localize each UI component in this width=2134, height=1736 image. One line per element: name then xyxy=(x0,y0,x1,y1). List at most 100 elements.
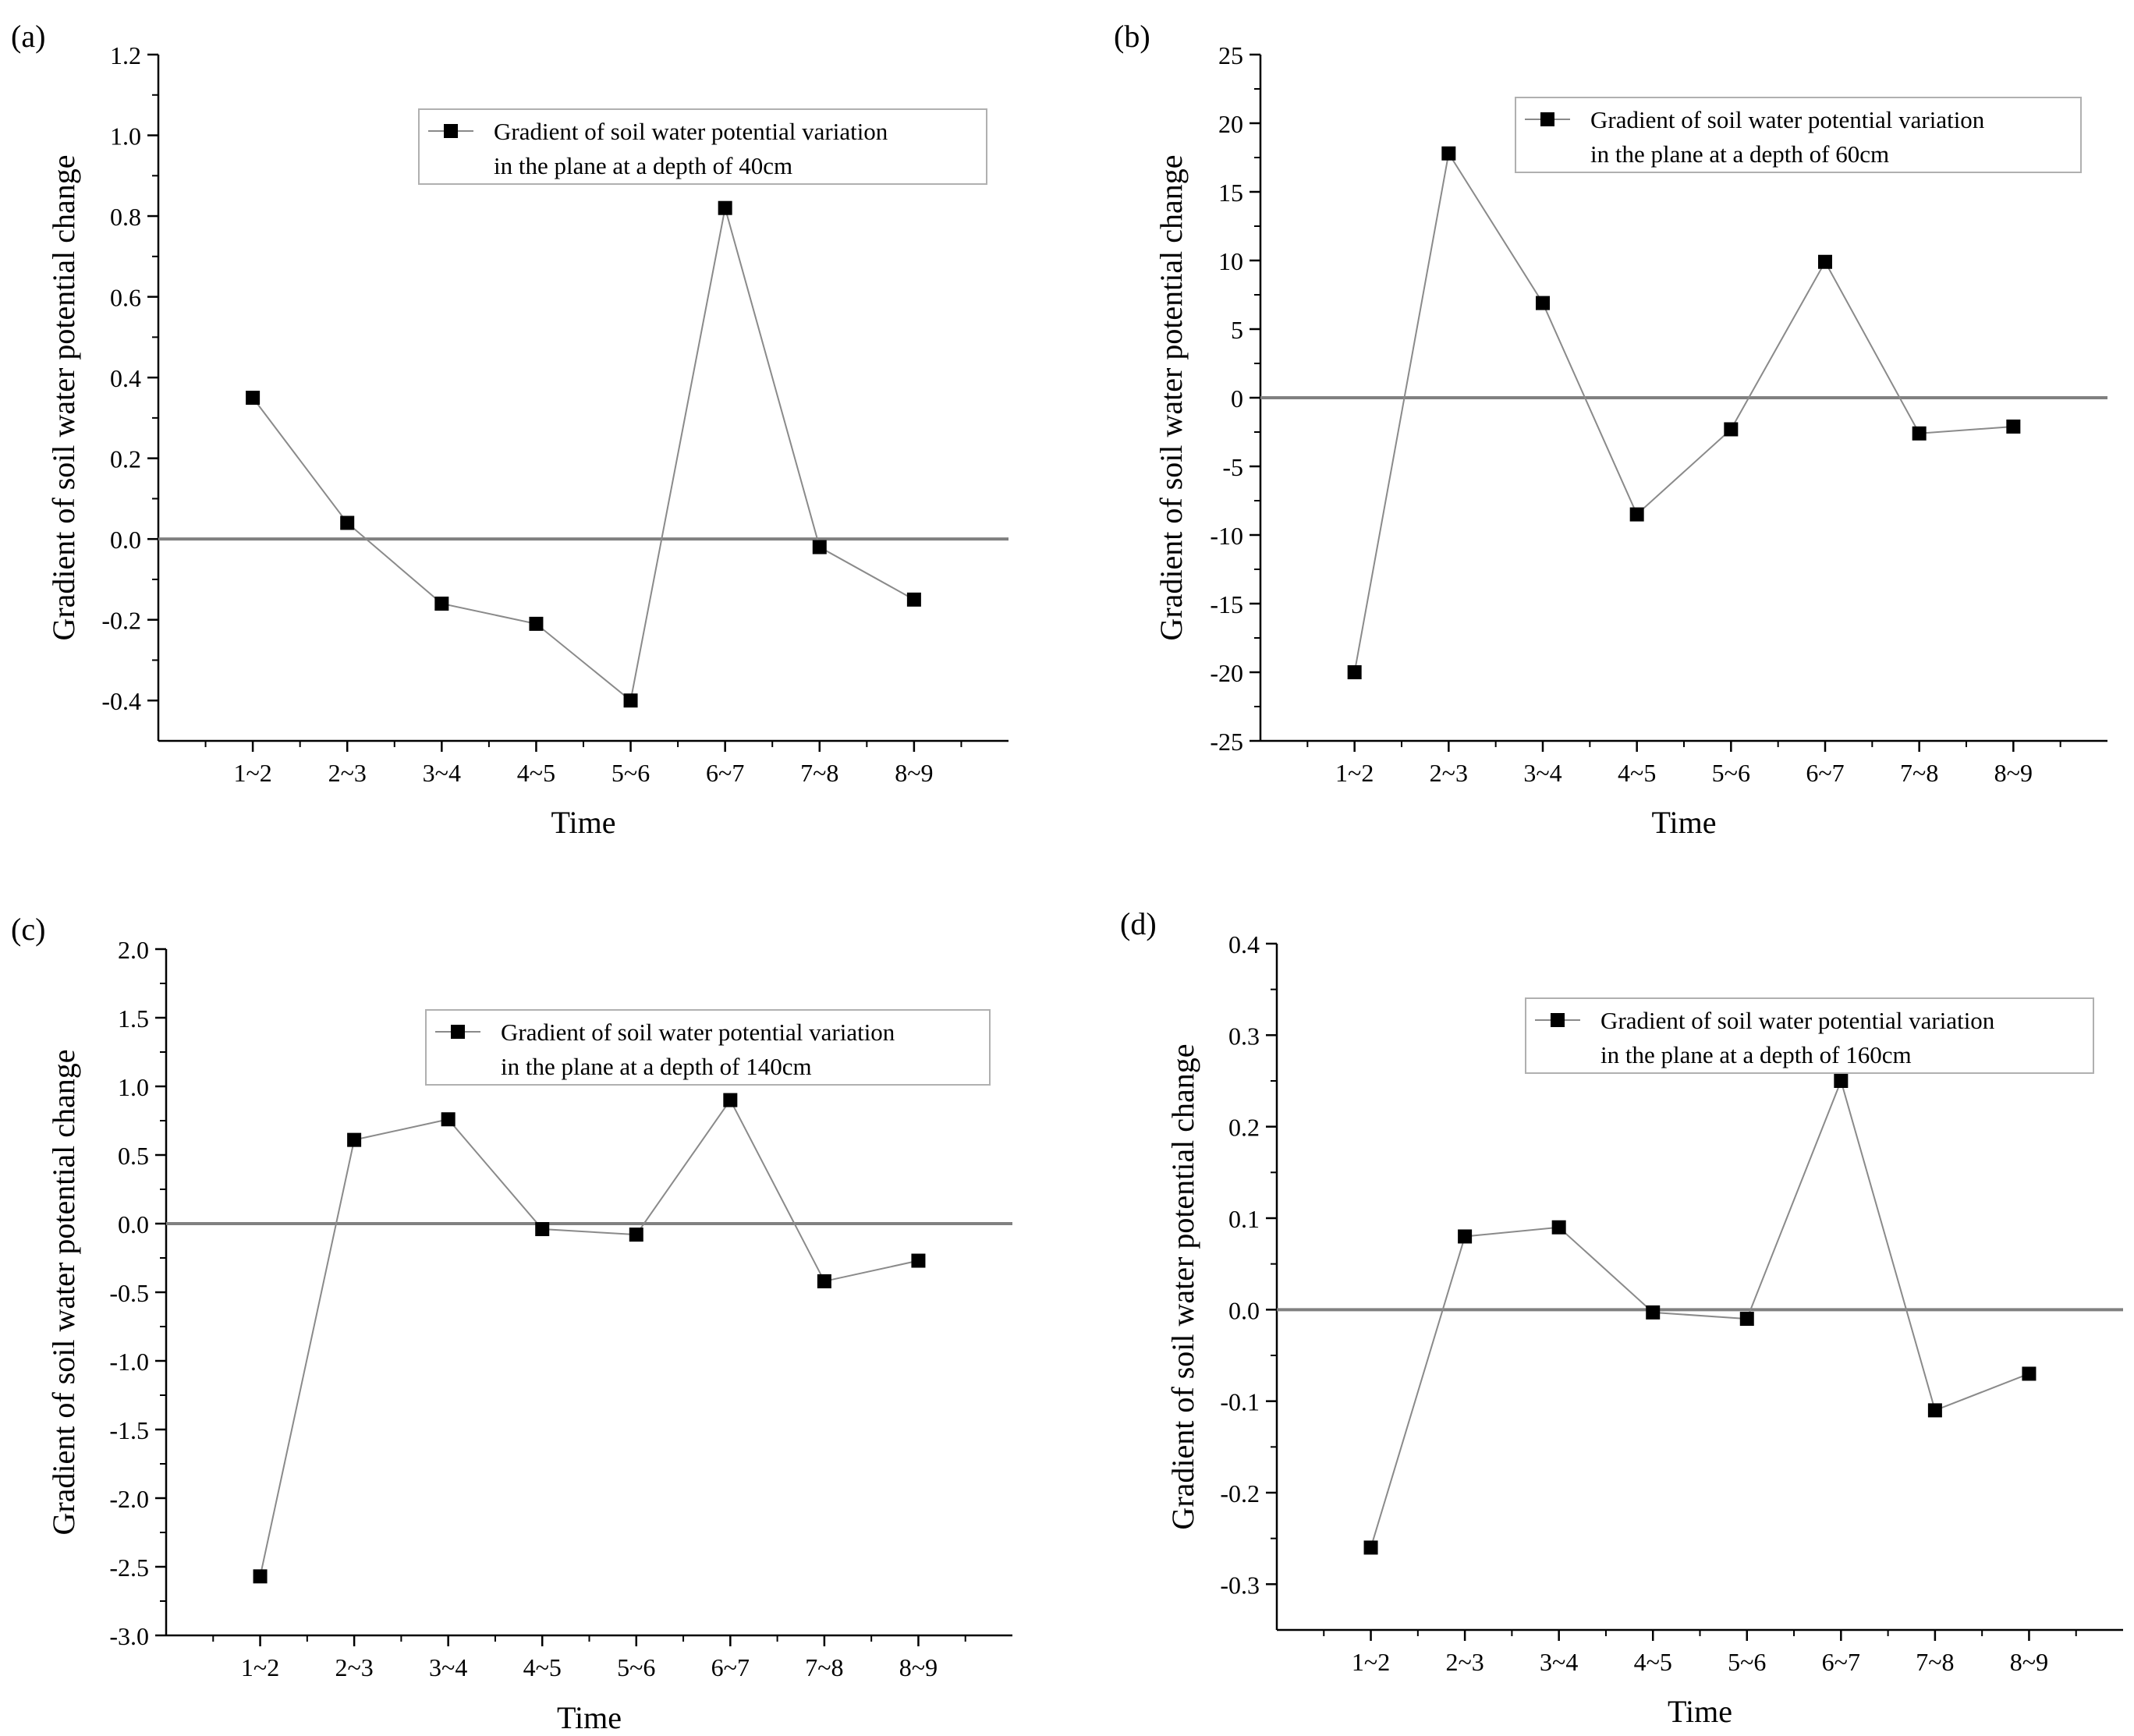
y-tick-label: -2.5 xyxy=(109,1554,149,1582)
legend-box xyxy=(1515,97,2082,173)
data-point-marker xyxy=(723,1093,738,1107)
y-tick-label: -0.5 xyxy=(109,1279,149,1307)
data-point-marker xyxy=(1646,1305,1661,1320)
x-tick-label: 7~8 xyxy=(1916,1648,1954,1676)
chart-panel-c: (c) -3.0 -2.5 -2.0 -1.5 -1.0 -0.5 0.0 0.5 1.0 1.5 2… xyxy=(11,912,1012,1735)
data-point-marker xyxy=(1927,1403,1942,1418)
y-axis-title: Gradient of soil water potential change xyxy=(46,154,81,640)
data-point-marker xyxy=(1739,1312,1754,1327)
data-point-marker xyxy=(812,540,827,554)
x-axis-title: Time xyxy=(1651,805,1716,840)
x-tick-label: 4~5 xyxy=(1618,759,1656,787)
x-tick-label: 8~9 xyxy=(2010,1648,2048,1676)
data-point-marker xyxy=(1551,1220,1566,1235)
x-axis-title: Time xyxy=(1668,1694,1732,1729)
x-tick-label: 3~4 xyxy=(1540,1648,1578,1676)
data-point-marker xyxy=(1629,507,1644,522)
legend: Gradient of soil water potential variati… xyxy=(425,1009,991,1086)
legend: Gradient of soil water potential variati… xyxy=(1525,997,2094,1074)
data-point-marker xyxy=(1363,1540,1378,1555)
y-tick-label: 1.2 xyxy=(110,41,141,69)
x-tick-label: 8~9 xyxy=(895,759,933,787)
y-tick-label: 0.2 xyxy=(110,445,141,473)
chart-panel-b: (b) -25 -20 -15 -10 -5 0 5 10 15 20 25 1~2 2~3 3~4 4~5 5… xyxy=(1114,19,2107,840)
x-tick-label: 4~5 xyxy=(523,1653,562,1681)
legend-box xyxy=(1525,997,2094,1074)
x-tick-label: 7~8 xyxy=(800,759,838,787)
data-point-marker xyxy=(2006,419,2021,434)
y-tick-label: 0.0 xyxy=(118,1210,149,1238)
y-tick-label: 15 xyxy=(1218,179,1243,207)
y-tick-label: -20 xyxy=(1210,659,1243,687)
data-point-marker xyxy=(347,1132,362,1147)
y-tick-label: 2.0 xyxy=(118,936,149,964)
y-tick-label: -3.0 xyxy=(109,1622,149,1650)
x-tick-label: 5~6 xyxy=(611,759,650,787)
y-tick-label: 0.3 xyxy=(1228,1022,1260,1050)
y-tick-label: -1.5 xyxy=(109,1416,149,1444)
data-point-marker xyxy=(1458,1229,1473,1244)
legend-box xyxy=(425,1009,991,1086)
y-tick-label: 1.5 xyxy=(118,1004,149,1033)
data-point-marker xyxy=(1441,146,1456,161)
x-tick-label: 3~4 xyxy=(423,759,461,787)
data-point-marker xyxy=(906,592,921,607)
x-tick-label: 1~2 xyxy=(241,1653,279,1681)
series-line xyxy=(259,1098,919,1577)
series-line xyxy=(1370,1078,2029,1548)
data-point-marker xyxy=(434,597,449,611)
legend-label-line-1: Gradient of soil water potential variati… xyxy=(1590,106,1985,133)
data-point-marker xyxy=(253,1569,268,1584)
legend-label-line-2: in the plane at a depth of 40cm xyxy=(494,152,792,179)
data-point-marker xyxy=(535,1222,550,1237)
panel-label: (d) xyxy=(1120,906,1157,941)
x-tick-label: 7~8 xyxy=(805,1653,843,1681)
legend-marker-icon xyxy=(444,124,458,138)
legend-box xyxy=(418,108,987,185)
y-tick-label: 0.0 xyxy=(110,526,141,554)
legend: Gradient of soil water potential variati… xyxy=(1515,97,2082,173)
x-tick-label: 6~7 xyxy=(1822,1648,1860,1676)
legend-label-line-1: Gradient of soil water potential variati… xyxy=(501,1019,895,1046)
y-axis-title: Gradient of soil water potential change xyxy=(46,1049,81,1535)
x-tick-label: 6~7 xyxy=(706,759,744,787)
y-tick-label: -25 xyxy=(1210,728,1243,756)
y-tick-label: 0.4 xyxy=(110,364,141,392)
chart-panel-a: (a) -0.4 -0.2 0.0 0.2 0.4 0.6 0.8 1.0 1.2 1~2 2~3 3~… xyxy=(11,19,1009,840)
y-tick-label: 1.0 xyxy=(110,122,141,151)
data-point-marker xyxy=(246,391,261,405)
legend-marker-icon xyxy=(1540,112,1554,126)
panel-label: (b) xyxy=(1114,19,1150,54)
y-tick-label: -0.4 xyxy=(101,687,141,715)
x-tick-label: 2~3 xyxy=(328,759,367,787)
chart-panel-d: (d) -0.3 -0.2 -0.1 0.0 0.1 0.2 0.3 0.4 1~2 2~3 3~4 4… xyxy=(1120,906,2123,1729)
y-tick-label: 0.6 xyxy=(110,284,141,312)
y-tick-label: 1.0 xyxy=(118,1073,149,1101)
y-tick-label: -0.3 xyxy=(1220,1571,1260,1599)
y-tick-label: -0.1 xyxy=(1220,1388,1260,1416)
legend-marker-icon xyxy=(1551,1013,1565,1027)
y-tick-label: -10 xyxy=(1210,522,1243,550)
data-point-marker xyxy=(441,1112,456,1127)
x-tick-label: 5~6 xyxy=(1728,1648,1766,1676)
y-tick-label: 0.1 xyxy=(1228,1205,1260,1233)
y-axis-title: Gradient of soil water potential change xyxy=(1154,154,1189,640)
x-tick-label: 4~5 xyxy=(1634,1648,1672,1676)
y-tick-label: 5 xyxy=(1231,316,1243,344)
x-tick-label: 6~7 xyxy=(711,1653,750,1681)
y-tick-label: 0.0 xyxy=(1228,1296,1260,1324)
x-tick-label: 5~6 xyxy=(617,1653,655,1681)
panel-label: (a) xyxy=(11,19,45,54)
y-tick-label: 0 xyxy=(1231,384,1243,413)
y-tick-label: -15 xyxy=(1210,590,1243,618)
x-tick-label: 1~2 xyxy=(1335,759,1374,787)
legend-label-line-2: in the plane at a depth of 140cm xyxy=(501,1053,812,1080)
data-point-marker xyxy=(340,515,355,530)
x-axis-title: Time xyxy=(557,1700,622,1735)
data-point-marker xyxy=(1347,665,1362,679)
data-point-marker xyxy=(911,1253,926,1268)
data-point-marker xyxy=(1818,254,1832,269)
legend: Gradient of soil water potential variati… xyxy=(418,108,987,185)
data-point-marker xyxy=(817,1274,831,1288)
y-tick-label: -5 xyxy=(1222,453,1243,481)
